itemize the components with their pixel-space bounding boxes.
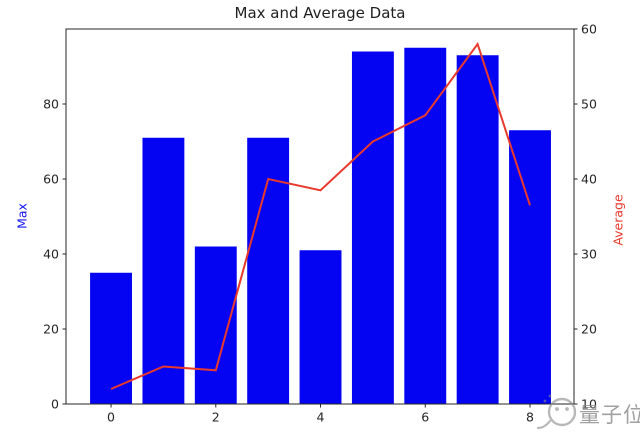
- qbitai-logo-shape: [548, 394, 552, 398]
- line-average: [110, 41, 531, 390]
- qbitai-logo-shape: [536, 419, 552, 430]
- right-tick-label-30: 30: [581, 246, 597, 262]
- right-tick-label-10: 10: [581, 396, 597, 412]
- qbitai-logo-shape: [565, 407, 569, 411]
- axes-spines: [65, 28, 575, 405]
- right-tick-label-50: 50: [581, 96, 597, 112]
- x-tick-label-2: 2: [211, 409, 220, 425]
- bar-max-5: [351, 51, 394, 404]
- bar-max-2: [194, 246, 237, 404]
- left-tick-label-80: 80: [43, 96, 59, 112]
- right-tick-label-60: 60: [581, 21, 597, 37]
- bar-max-3: [247, 137, 290, 404]
- qbitai-logo-shape: [543, 399, 547, 403]
- x-tick-label-6: 6: [421, 409, 430, 425]
- left-tick-label-0: 0: [51, 396, 59, 412]
- x-tick-label-4: 4: [316, 409, 325, 425]
- left-axis-label: Max: [14, 203, 30, 229]
- x-tick-label-8: 8: [526, 409, 534, 425]
- watermark-text: 量子位: [579, 403, 640, 427]
- right-tick-label-40: 40: [581, 171, 597, 187]
- left-tick-label-20: 20: [43, 321, 59, 337]
- qbitai-logo-shape: [555, 407, 559, 411]
- qbitai-logo-shape: [547, 397, 577, 427]
- bar-max-8: [509, 130, 551, 404]
- bar-max-4: [299, 250, 342, 404]
- left-tick-label-40: 40: [43, 246, 59, 262]
- bar-max-1: [142, 137, 185, 404]
- bar-max-6: [404, 47, 447, 404]
- qbitai-logo-icon: [536, 394, 577, 430]
- bar-max-0: [90, 272, 132, 404]
- chart-title: Max and Average Data: [234, 4, 406, 22]
- x-tick-label-0: 0: [107, 409, 116, 425]
- left-tick-label-60: 60: [43, 171, 59, 187]
- right-tick-label-20: 20: [581, 321, 597, 337]
- bar-max-7: [456, 55, 499, 404]
- right-axis-label: Average: [610, 194, 626, 246]
